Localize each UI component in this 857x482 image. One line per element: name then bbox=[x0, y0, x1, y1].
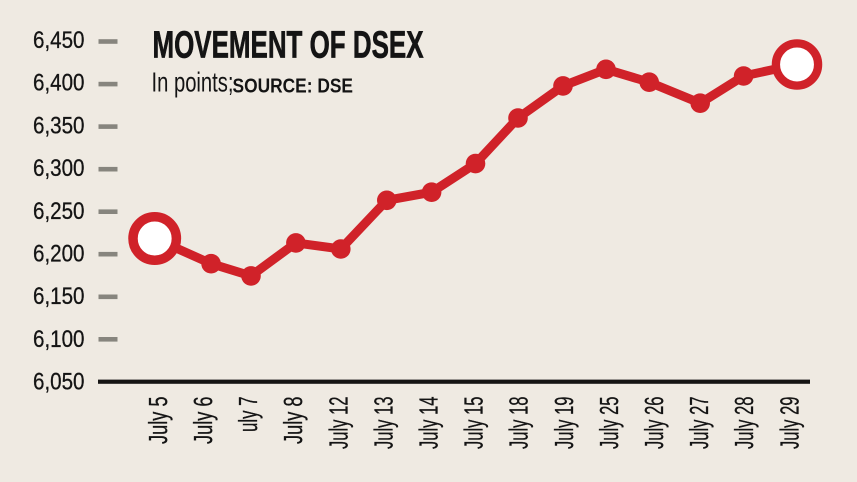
svg-text:6,050: 6,050 bbox=[33, 369, 85, 396]
svg-text:6,150: 6,150 bbox=[33, 283, 85, 310]
svg-text:July 19: July 19 bbox=[551, 397, 579, 450]
svg-text:uly 7: uly 7 bbox=[235, 397, 263, 433]
svg-text:July 27: July 27 bbox=[686, 397, 714, 450]
svg-text:6,400: 6,400 bbox=[33, 70, 85, 97]
svg-text:In points;: In points; bbox=[152, 67, 234, 98]
svg-text:6,200: 6,200 bbox=[33, 241, 85, 268]
svg-text:July 13: July 13 bbox=[370, 397, 398, 450]
svg-text:July 15: July 15 bbox=[461, 397, 489, 450]
svg-text:July 6: July 6 bbox=[190, 397, 218, 445]
svg-text:6,100: 6,100 bbox=[33, 326, 85, 353]
svg-text:MOVEMENT OF DSEX: MOVEMENT OF DSEX bbox=[153, 25, 424, 67]
svg-text:6,350: 6,350 bbox=[33, 112, 85, 139]
svg-text:July 12: July 12 bbox=[325, 397, 353, 450]
svg-text:July 18: July 18 bbox=[506, 397, 534, 450]
svg-text:6,300: 6,300 bbox=[33, 155, 85, 182]
svg-text:6,250: 6,250 bbox=[33, 198, 85, 225]
svg-text:July 29: July 29 bbox=[776, 397, 804, 450]
svg-text:July 14: July 14 bbox=[416, 397, 444, 450]
svg-text:July 28: July 28 bbox=[731, 397, 759, 450]
svg-text:July 8: July 8 bbox=[280, 397, 308, 445]
svg-text:6,450: 6,450 bbox=[33, 27, 85, 54]
svg-text:SOURCE: DSE: SOURCE: DSE bbox=[233, 75, 354, 97]
svg-text:July 5: July 5 bbox=[145, 397, 173, 445]
svg-text:July 26: July 26 bbox=[641, 397, 669, 450]
svg-text:July 25: July 25 bbox=[596, 397, 624, 450]
